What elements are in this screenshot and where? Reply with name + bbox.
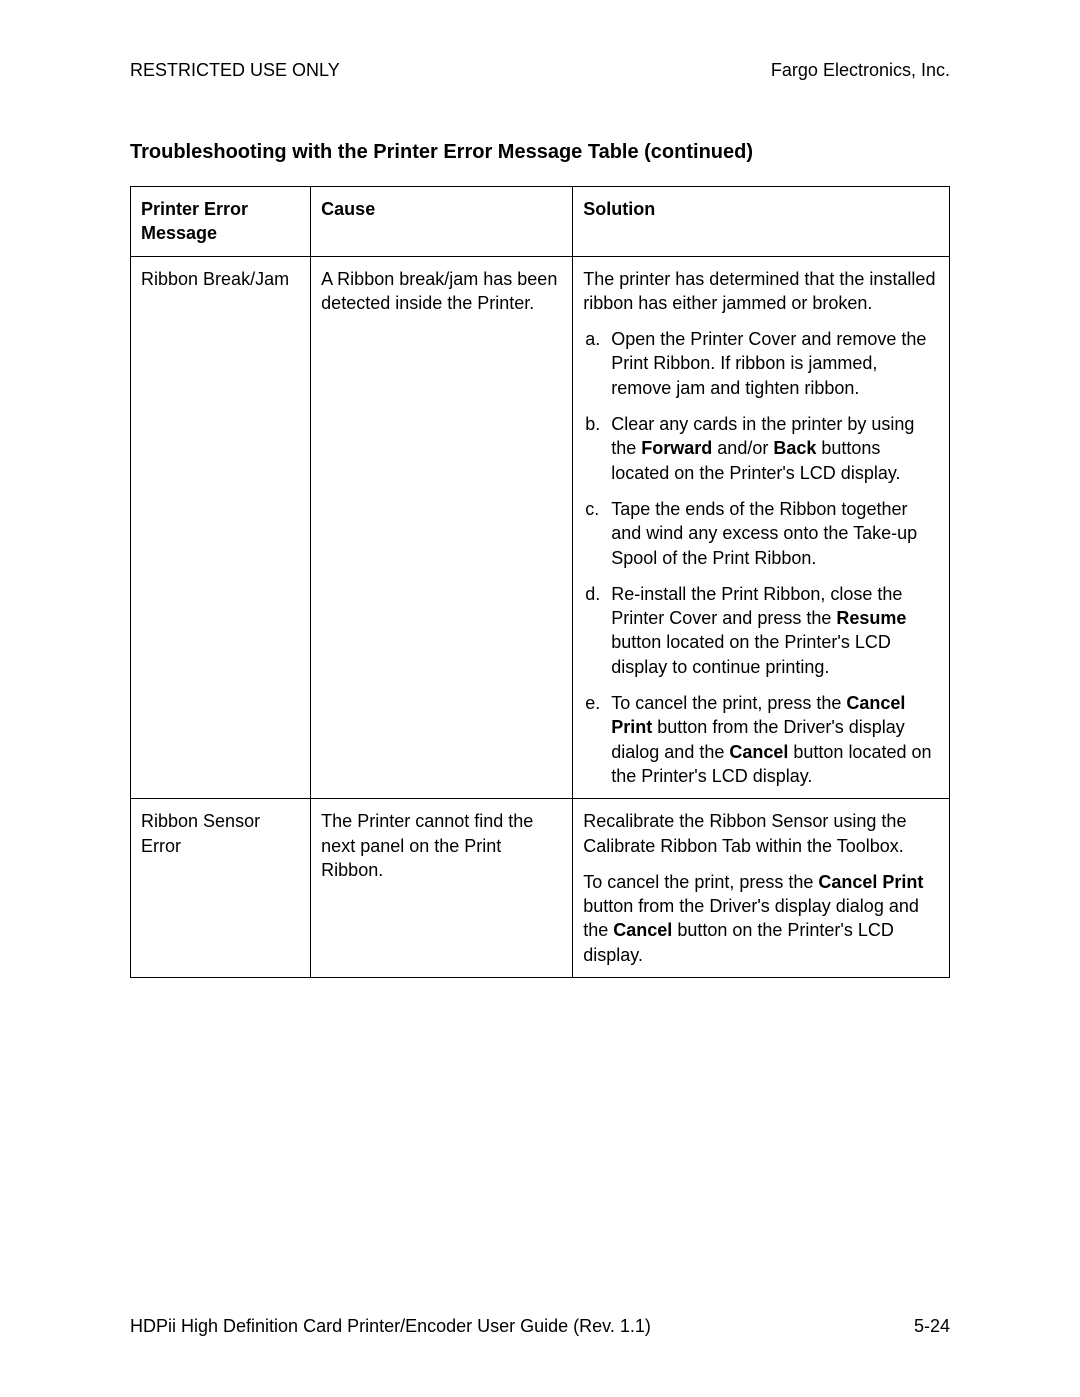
footer-left: HDPii High Definition Card Printer/Encod… (130, 1316, 651, 1337)
header-right: Fargo Electronics, Inc. (771, 60, 950, 81)
step-marker: a. (583, 327, 611, 400)
cell-solution: Recalibrate the Ribbon Sensor using the … (573, 799, 950, 978)
footer-right: 5-24 (914, 1316, 950, 1337)
solution-step: e.To cancel the print, press the Cancel … (583, 691, 939, 788)
col-header-message: Printer Error Message (131, 187, 311, 257)
col-header-cause: Cause (311, 187, 573, 257)
step-text: To cancel the print, press the Cancel Pr… (611, 691, 939, 788)
bold-text: Resume (836, 608, 906, 628)
table-body: Ribbon Break/JamA Ribbon break/jam has b… (131, 256, 950, 977)
step-marker: d. (583, 582, 611, 679)
solution-step: d.Re-install the Print Ribbon, close the… (583, 582, 939, 679)
cell-solution: The printer has determined that the inst… (573, 256, 950, 799)
page-header: RESTRICTED USE ONLY Fargo Electronics, I… (130, 60, 950, 81)
solution-paragraph: Recalibrate the Ribbon Sensor using the … (583, 809, 939, 858)
bold-text: Cancel Print (611, 693, 905, 737)
solution-intro: The printer has determined that the inst… (583, 267, 939, 316)
bold-text: Cancel (613, 920, 672, 940)
step-marker: b. (583, 412, 611, 485)
step-text: Clear any cards in the printer by using … (611, 412, 939, 485)
step-marker: c. (583, 497, 611, 570)
bold-text: Cancel Print (818, 872, 923, 892)
step-marker: e. (583, 691, 611, 788)
cell-message: Ribbon Sensor Error (131, 799, 311, 978)
solution-step: b.Clear any cards in the printer by usin… (583, 412, 939, 485)
bold-text: Forward (641, 438, 712, 458)
page-container: RESTRICTED USE ONLY Fargo Electronics, I… (0, 0, 1080, 1018)
step-text: Tape the ends of the Ribbon together and… (611, 497, 939, 570)
table-row: Ribbon Sensor ErrorThe Printer cannot fi… (131, 799, 950, 978)
solution-step: a.Open the Printer Cover and remove the … (583, 327, 939, 400)
table-header-row: Printer Error Message Cause Solution (131, 187, 950, 257)
header-left: RESTRICTED USE ONLY (130, 60, 340, 81)
cell-message: Ribbon Break/Jam (131, 256, 311, 799)
solution-step: c.Tape the ends of the Ribbon together a… (583, 497, 939, 570)
col-header-solution: Solution (573, 187, 950, 257)
step-text: Open the Printer Cover and remove the Pr… (611, 327, 939, 400)
table-row: Ribbon Break/JamA Ribbon break/jam has b… (131, 256, 950, 799)
page-footer: HDPii High Definition Card Printer/Encod… (130, 1316, 950, 1337)
bold-text: Cancel (729, 742, 788, 762)
error-table: Printer Error Message Cause Solution Rib… (130, 186, 950, 978)
section-title: Troubleshooting with the Printer Error M… (130, 141, 950, 164)
solution-paragraph: To cancel the print, press the Cancel Pr… (583, 870, 939, 967)
bold-text: Back (773, 438, 816, 458)
step-text: Re-install the Print Ribbon, close the P… (611, 582, 939, 679)
cell-cause: The Printer cannot find the next panel o… (311, 799, 573, 978)
cell-cause: A Ribbon break/jam has been detected ins… (311, 256, 573, 799)
